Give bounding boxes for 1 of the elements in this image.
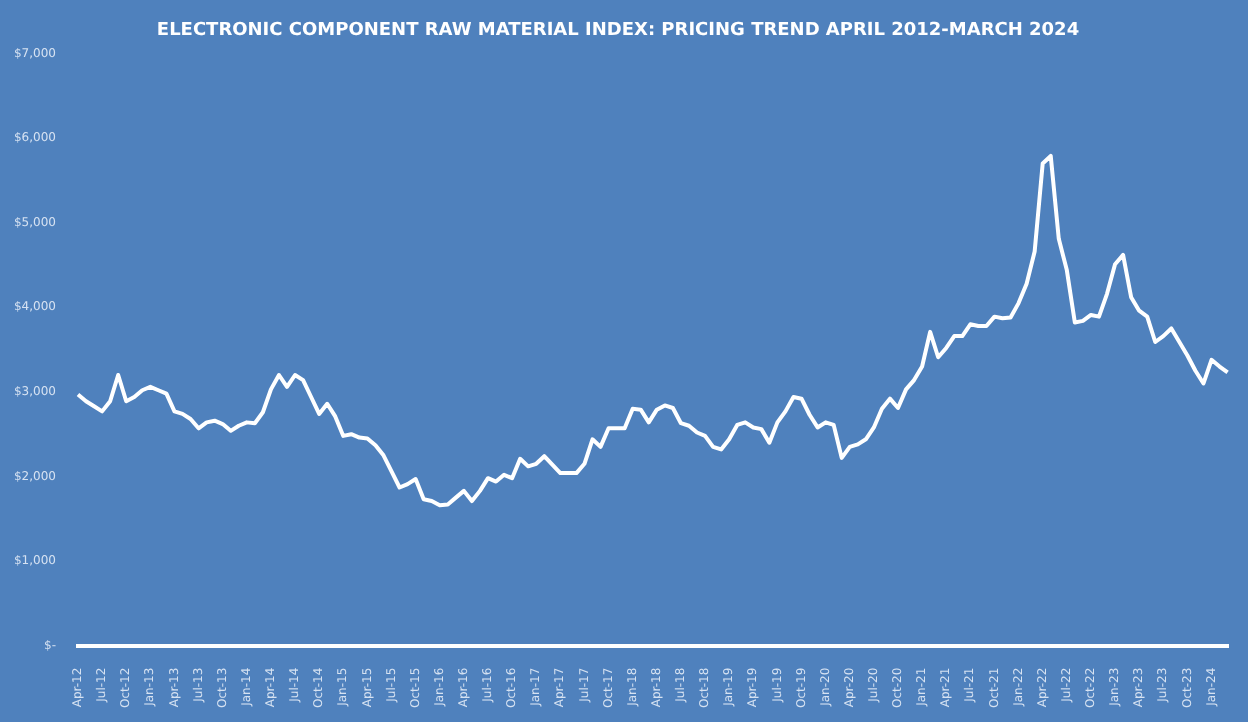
chart-title: ELECTRONIC COMPONENT RAW MATERIAL INDEX: PRICING TREND APRIL 2012-MARCH 2024 (156, 21, 1080, 42)
